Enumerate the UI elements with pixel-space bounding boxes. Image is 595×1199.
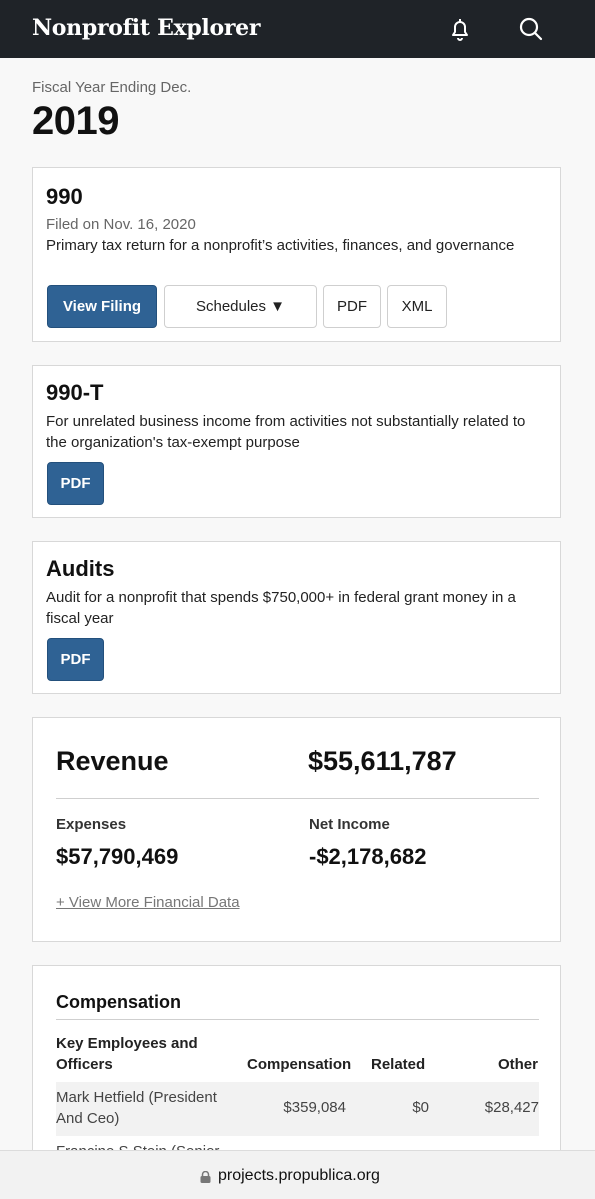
compensation-title: Compensation xyxy=(56,992,182,1012)
column-header-compensation: Compensation xyxy=(247,1056,352,1073)
xml-button[interactable]: XML xyxy=(387,285,447,328)
filing-990-description: Primary tax return for a nonprofit’s act… xyxy=(46,237,515,254)
audits-pdf-button[interactable]: PDF xyxy=(47,638,104,681)
compensation-divider xyxy=(56,1019,539,1020)
audits-title: Audits xyxy=(46,556,115,581)
filing-990-title: 990 xyxy=(46,184,83,209)
financial-divider xyxy=(56,798,539,799)
site-brand[interactable]: Nonprofit Explorer xyxy=(32,15,261,41)
compensation-card: Compensation Key Employees and Officers … xyxy=(32,965,561,1165)
search-icon[interactable] xyxy=(516,14,546,44)
revenue-value: $55,611,787 xyxy=(308,746,457,776)
fiscal-year-label: Fiscal Year Ending Dec. xyxy=(32,79,192,96)
lock-icon xyxy=(200,1171,211,1183)
net-income-value: -$2,178,682 xyxy=(309,844,427,869)
filing-990t-card: 990-T For unrelated business income from… xyxy=(32,365,561,518)
fiscal-year-value: 2019 xyxy=(32,99,119,143)
top-navigation-bar: Nonprofit Explorer xyxy=(0,0,595,58)
schedules-dropdown-button[interactable]: Schedules ▼ xyxy=(164,285,317,328)
browser-url-bar[interactable]: projects.propublica.org xyxy=(0,1150,595,1199)
financial-summary-card: Revenue $55,611,787 Expenses Net Income … xyxy=(32,717,561,942)
employee-other: $28,427 xyxy=(484,1099,539,1116)
pdf-button[interactable]: PDF xyxy=(323,285,381,328)
view-filing-button[interactable]: View Filing xyxy=(47,285,157,328)
filing-990t-description: For unrelated business income from activ… xyxy=(46,413,526,451)
expenses-label: Expenses xyxy=(56,816,127,833)
employee-name-line2: And Ceo) xyxy=(56,1110,120,1127)
browser-url-text: projects.propublica.org xyxy=(218,1167,380,1184)
column-header-name-line1: Key Employees and xyxy=(56,1035,198,1052)
revenue-label: Revenue xyxy=(56,746,169,776)
column-header-related: Related xyxy=(371,1056,426,1073)
filing-990-filed-date: Filed on Nov. 16, 2020 xyxy=(46,216,196,233)
column-header-other: Other xyxy=(497,1056,538,1073)
employee-compensation: $359,084 xyxy=(283,1099,346,1116)
employee-name-line1: Mark Hetfield (President xyxy=(56,1089,217,1106)
table-row: Mark Hetfield (President And Ceo) $359,0… xyxy=(56,1082,539,1136)
filing-990t-title: 990-T xyxy=(46,380,104,405)
audits-description: Audit for a nonprofit that spends $750,0… xyxy=(46,589,516,627)
column-header-name-line2: Officers xyxy=(56,1056,113,1073)
filing-990-card: 990 Filed on Nov. 16, 2020 Primary tax r… xyxy=(32,167,561,342)
employee-related: $0 xyxy=(412,1099,429,1116)
bell-icon[interactable] xyxy=(445,14,475,44)
filing-990t-pdf-button[interactable]: PDF xyxy=(47,462,104,505)
net-income-label: Net Income xyxy=(309,816,390,833)
audits-card: Audits Audit for a nonprofit that spends… xyxy=(32,541,561,694)
expenses-value: $57,790,469 xyxy=(56,844,179,869)
view-more-financial-data-link[interactable]: + View More Financial Data xyxy=(56,894,240,911)
